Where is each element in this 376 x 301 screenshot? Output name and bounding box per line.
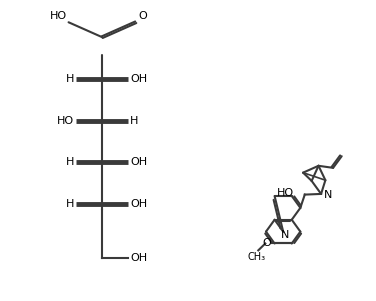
- Text: CH₃: CH₃: [248, 252, 266, 262]
- Text: N: N: [281, 230, 289, 240]
- Text: N: N: [324, 190, 332, 200]
- Text: H: H: [130, 116, 138, 126]
- Text: H: H: [66, 74, 74, 84]
- Text: O: O: [262, 238, 271, 249]
- Text: HO: HO: [277, 188, 294, 198]
- Text: O: O: [139, 11, 147, 21]
- Text: H: H: [66, 157, 74, 167]
- Text: OH: OH: [130, 157, 147, 167]
- Text: H: H: [66, 199, 74, 209]
- Text: HO: HO: [57, 116, 74, 126]
- Text: OH: OH: [130, 74, 147, 84]
- Text: HO: HO: [50, 11, 67, 21]
- Text: OH: OH: [130, 253, 147, 263]
- Text: OH: OH: [130, 199, 147, 209]
